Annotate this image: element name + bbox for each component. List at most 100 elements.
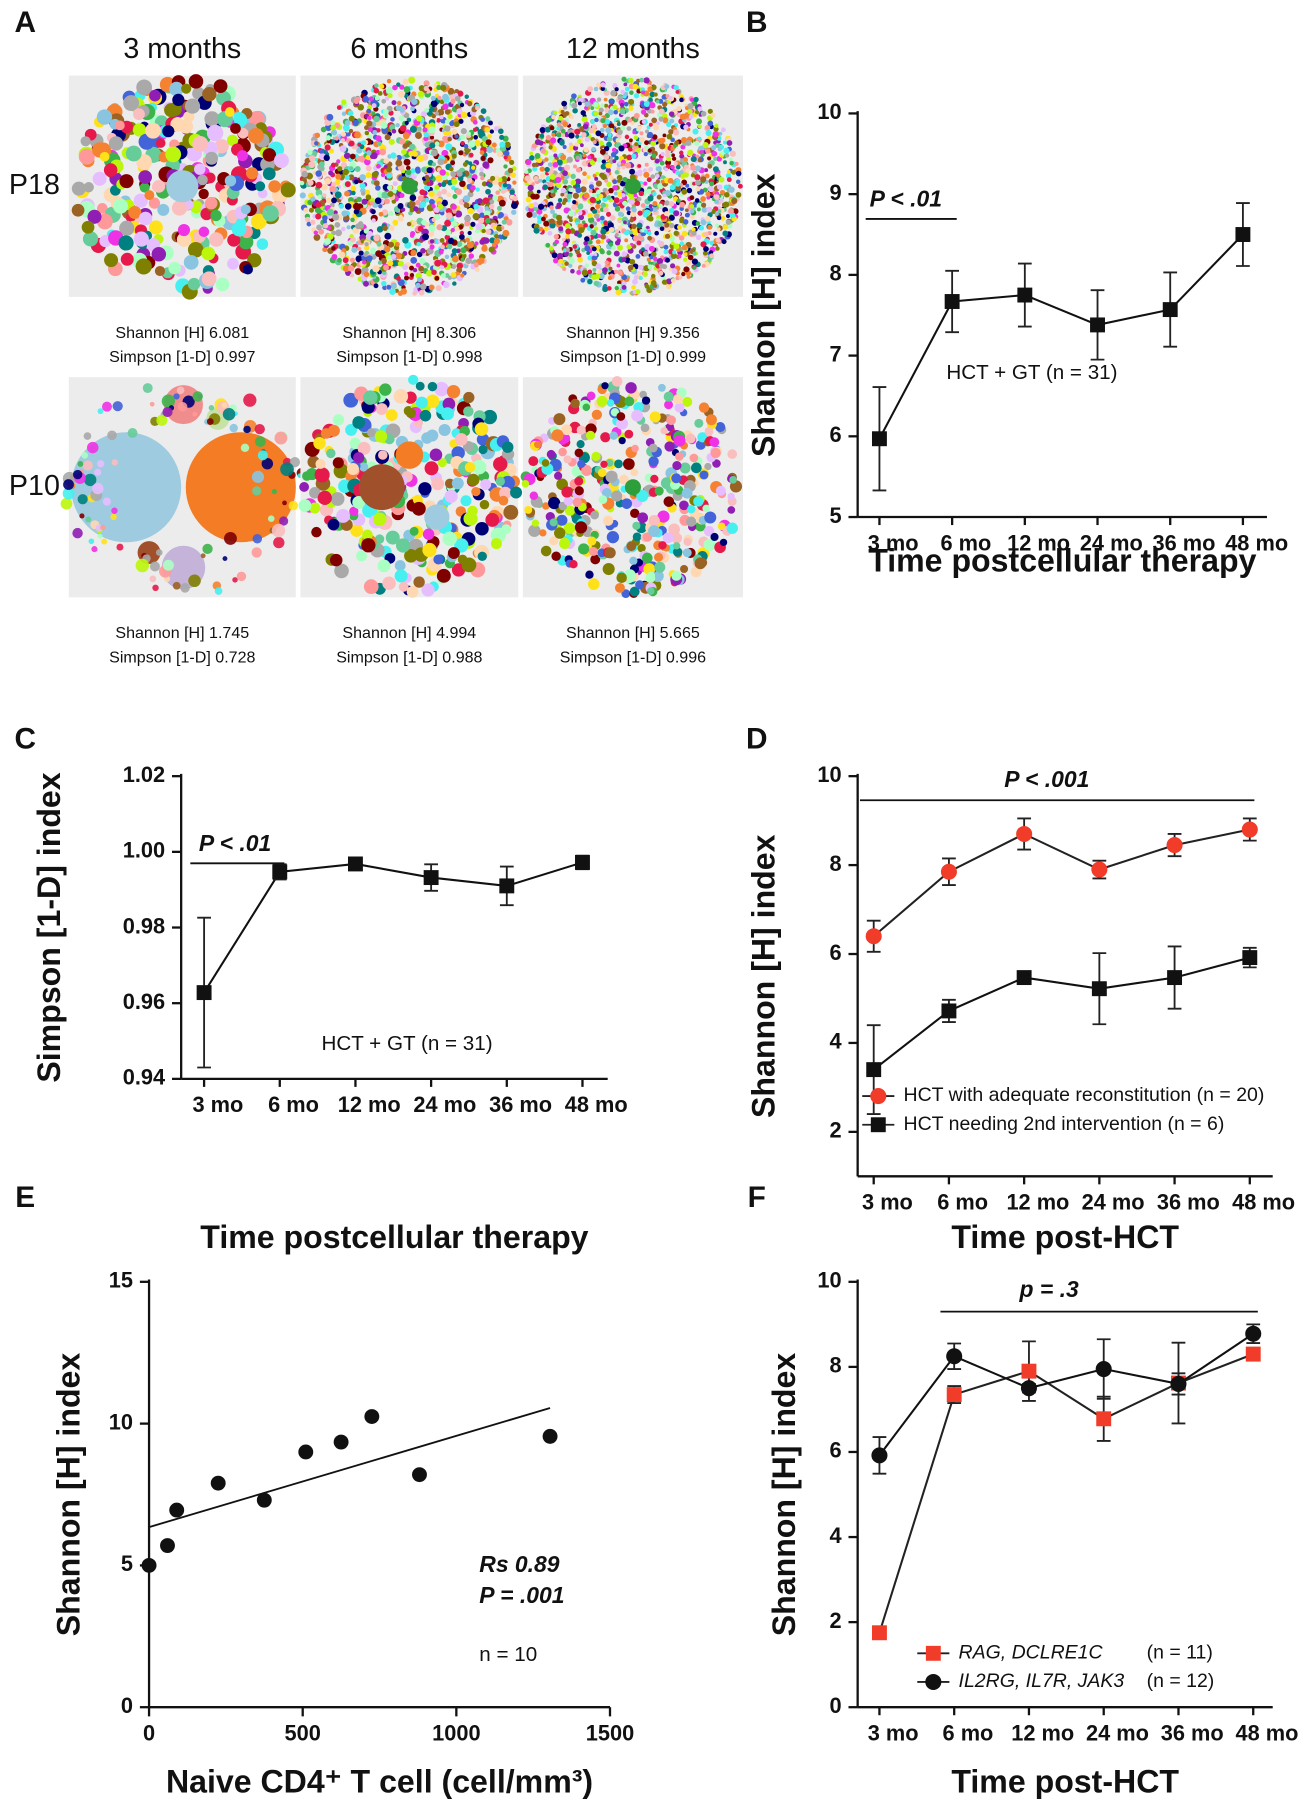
- clone-bubble: [342, 257, 349, 264]
- clone-bubble: [649, 91, 656, 98]
- clone-bubble: [654, 486, 664, 496]
- clone-bubble: [621, 76, 627, 82]
- clone-bubble: [693, 96, 699, 103]
- clone-bubble: [449, 94, 456, 100]
- clone-bubble: [656, 240, 662, 245]
- clone-bubble: [479, 167, 484, 172]
- clone-bubble: [77, 494, 88, 505]
- series-line: [873, 828, 1250, 938]
- clone-bubble: [544, 157, 549, 162]
- clone-bubble: [635, 288, 641, 295]
- clone-bubble: [700, 152, 705, 158]
- x-tick-label: 36 mo: [1161, 1720, 1224, 1745]
- clone-bubble: [568, 252, 573, 257]
- clone-bubble: [586, 251, 591, 255]
- clone-bubble: [683, 257, 688, 262]
- clone-bubble: [444, 489, 458, 503]
- clone-bubble: [656, 194, 662, 200]
- clone-bubble: [271, 523, 286, 538]
- clone-bubble: [450, 204, 457, 211]
- x-tick-label: 3 mo: [192, 1092, 243, 1117]
- clone-bubble: [444, 109, 451, 115]
- clone-bubble: [557, 252, 564, 260]
- clone-bubble: [710, 447, 721, 459]
- clone-bubble: [372, 265, 379, 273]
- clone-bubble: [492, 195, 499, 201]
- clone-bubble: [451, 255, 459, 263]
- clone-bubble: [693, 496, 704, 507]
- clone-bubble: [99, 151, 110, 162]
- clone-bubble: [473, 262, 479, 268]
- clone-bubble: [735, 191, 742, 198]
- clone-bubble: [521, 479, 530, 488]
- clone-bubble: [685, 183, 690, 188]
- clone-bubble: [72, 527, 83, 539]
- clone-bubble: [655, 264, 661, 269]
- clone-bubble: [550, 192, 556, 198]
- x-tick-label: 12 mo: [1011, 1720, 1074, 1745]
- clone-bubble: [299, 482, 310, 492]
- clone-bubble: [470, 221, 476, 227]
- clone-bubble: [305, 216, 311, 223]
- clone-bubble: [701, 206, 708, 213]
- clone-bubble: [347, 196, 354, 204]
- clone-bubble: [642, 250, 649, 257]
- clone-bubble: [229, 423, 238, 433]
- clone-bubble: [641, 396, 651, 405]
- clone-bubble: [611, 376, 623, 387]
- clone-bubble: [385, 409, 398, 422]
- clone-bubble: [449, 120, 455, 127]
- clone-bubble: [378, 204, 383, 209]
- clone-bubble: [102, 497, 111, 506]
- clone-bubble: [658, 270, 664, 276]
- clone-bubble: [425, 394, 440, 408]
- clone-bubble: [473, 134, 478, 140]
- clone-bubble: [396, 154, 402, 161]
- clone-bubble: [431, 162, 437, 167]
- clone-bubble: [576, 440, 585, 449]
- clone-bubble: [168, 261, 181, 275]
- clone-bubble: [445, 229, 452, 236]
- clone-bubble: [694, 165, 701, 172]
- clone-bubble: [587, 212, 593, 219]
- clone-bubble: [452, 209, 457, 214]
- clone-bubble: [616, 122, 621, 127]
- clone-bubble: [526, 211, 533, 218]
- clone-bubble: [715, 246, 720, 251]
- clone-bubble: [653, 183, 659, 189]
- clone-bubble: [426, 167, 433, 174]
- clone-bubble: [666, 121, 672, 128]
- clone-bubble: [600, 86, 605, 91]
- clone-bubble: [556, 132, 562, 138]
- clone-bubble: [489, 199, 495, 205]
- clone-bubble: [673, 434, 686, 447]
- clone-bubble: [444, 273, 450, 278]
- clone-bubble: [540, 545, 552, 557]
- clone-bubble: [310, 196, 316, 202]
- clone-bubble: [123, 95, 140, 112]
- clone-bubble: [342, 168, 349, 176]
- clone-bubble: [597, 269, 603, 274]
- clone-bubble: [699, 470, 709, 480]
- clone-bubble: [679, 113, 687, 120]
- clone-bubble: [721, 239, 727, 245]
- clone-bubble: [541, 459, 550, 467]
- clone-bubble: [670, 165, 675, 170]
- clone-bubble: [408, 374, 419, 385]
- clone-bubble: [587, 155, 592, 160]
- clone-bubble: [381, 191, 389, 199]
- clone-bubble: [714, 123, 719, 128]
- clone-bubble: [404, 549, 418, 563]
- clone-bubble: [628, 105, 634, 111]
- y-tick-label: 0.96: [123, 989, 165, 1014]
- clone-bubble: [389, 288, 396, 295]
- clone-bubble: [459, 102, 465, 108]
- clone-bubble: [581, 116, 588, 123]
- clone-bubble: [428, 126, 436, 134]
- clone-bubble: [255, 436, 266, 447]
- clone-bubble: [613, 191, 618, 196]
- clone-bubble: [678, 275, 683, 280]
- clone-bubble: [700, 196, 707, 202]
- clone-bubble: [403, 93, 409, 99]
- clone-bubble: [480, 175, 485, 181]
